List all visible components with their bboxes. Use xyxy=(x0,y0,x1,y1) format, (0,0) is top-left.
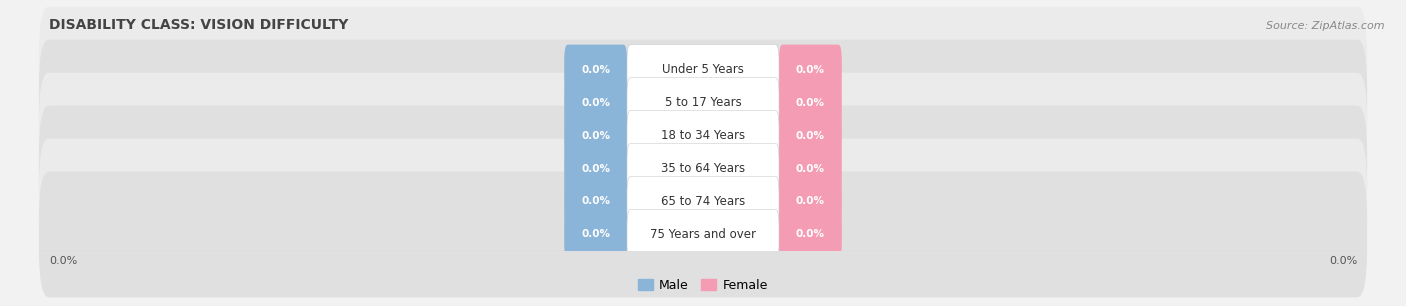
FancyBboxPatch shape xyxy=(627,144,779,194)
Text: DISABILITY CLASS: VISION DIFFICULTY: DISABILITY CLASS: VISION DIFFICULTY xyxy=(49,18,349,32)
FancyBboxPatch shape xyxy=(627,110,779,161)
Text: 0.0%: 0.0% xyxy=(581,65,610,75)
FancyBboxPatch shape xyxy=(39,73,1367,199)
Text: 0.0%: 0.0% xyxy=(796,163,825,174)
Text: 0.0%: 0.0% xyxy=(581,131,610,140)
Text: 0.0%: 0.0% xyxy=(581,163,610,174)
Text: 0.0%: 0.0% xyxy=(796,196,825,207)
Text: 0.0%: 0.0% xyxy=(1329,256,1357,266)
FancyBboxPatch shape xyxy=(779,110,842,161)
FancyBboxPatch shape xyxy=(627,78,779,128)
Text: 0.0%: 0.0% xyxy=(796,65,825,75)
FancyBboxPatch shape xyxy=(39,106,1367,231)
FancyBboxPatch shape xyxy=(39,40,1367,166)
FancyBboxPatch shape xyxy=(564,209,627,259)
Text: 0.0%: 0.0% xyxy=(796,98,825,108)
FancyBboxPatch shape xyxy=(627,177,779,226)
Text: 75 Years and over: 75 Years and over xyxy=(650,228,756,241)
Text: 0.0%: 0.0% xyxy=(581,196,610,207)
FancyBboxPatch shape xyxy=(627,209,779,259)
FancyBboxPatch shape xyxy=(564,177,627,226)
FancyBboxPatch shape xyxy=(779,209,842,259)
Text: 0.0%: 0.0% xyxy=(796,230,825,239)
FancyBboxPatch shape xyxy=(627,45,779,95)
FancyBboxPatch shape xyxy=(779,78,842,128)
FancyBboxPatch shape xyxy=(779,144,842,194)
Text: 5 to 17 Years: 5 to 17 Years xyxy=(665,96,741,109)
Text: Source: ZipAtlas.com: Source: ZipAtlas.com xyxy=(1267,21,1385,32)
Text: Under 5 Years: Under 5 Years xyxy=(662,63,744,76)
Text: 0.0%: 0.0% xyxy=(796,131,825,140)
Text: 0.0%: 0.0% xyxy=(581,230,610,239)
FancyBboxPatch shape xyxy=(564,144,627,194)
FancyBboxPatch shape xyxy=(39,7,1367,132)
Text: 65 to 74 Years: 65 to 74 Years xyxy=(661,195,745,208)
Text: 0.0%: 0.0% xyxy=(49,256,77,266)
FancyBboxPatch shape xyxy=(39,171,1367,297)
Legend: Male, Female: Male, Female xyxy=(638,279,768,292)
FancyBboxPatch shape xyxy=(564,45,627,95)
FancyBboxPatch shape xyxy=(39,139,1367,264)
Text: 0.0%: 0.0% xyxy=(581,98,610,108)
FancyBboxPatch shape xyxy=(779,45,842,95)
Text: 35 to 64 Years: 35 to 64 Years xyxy=(661,162,745,175)
Text: 18 to 34 Years: 18 to 34 Years xyxy=(661,129,745,142)
FancyBboxPatch shape xyxy=(779,177,842,226)
FancyBboxPatch shape xyxy=(564,78,627,128)
FancyBboxPatch shape xyxy=(564,110,627,161)
